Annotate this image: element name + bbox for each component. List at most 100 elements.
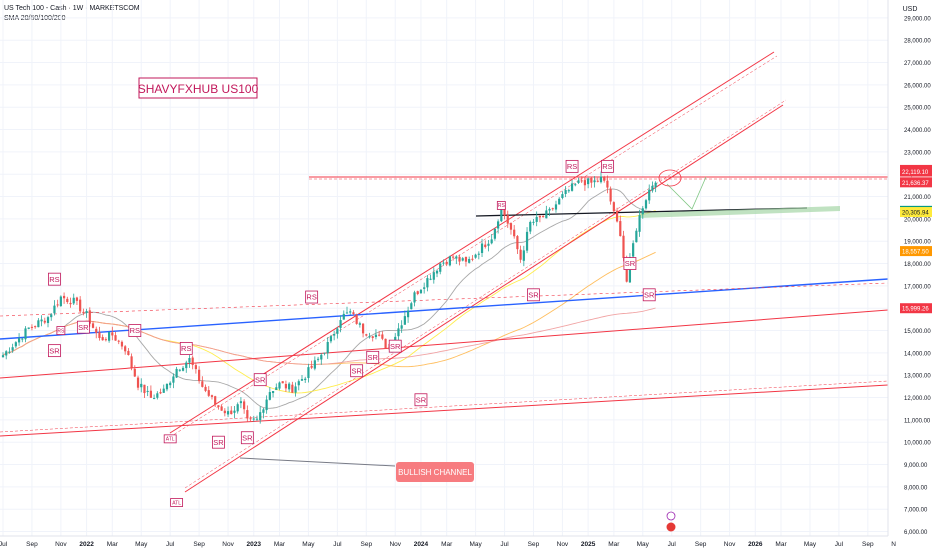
candle	[326, 337, 329, 359]
sr-label-box	[388, 339, 402, 353]
candle	[654, 181, 657, 193]
candle	[587, 177, 590, 189]
candle	[513, 225, 516, 239]
candle-body	[452, 256, 455, 258]
support-trendline	[0, 278, 889, 340]
candle	[432, 267, 435, 284]
candle	[27, 327, 30, 330]
candle-body	[56, 304, 59, 306]
candle-body	[82, 311, 85, 313]
candle-body	[230, 410, 233, 415]
time-tick-label: Sep	[695, 541, 707, 548]
candle-body	[455, 256, 458, 259]
sr-label-box	[366, 350, 380, 364]
candle	[352, 310, 355, 316]
bullish-channel-box	[396, 462, 474, 482]
candle	[239, 397, 243, 409]
candle-body	[117, 340, 120, 342]
candle-body	[651, 185, 654, 191]
candle	[284, 380, 288, 392]
time-tick-label: Nov	[222, 541, 234, 548]
candle-body	[204, 386, 207, 391]
bullish-channel-text: BULLISH CHANNEL	[398, 468, 472, 477]
candle	[435, 269, 439, 278]
candle	[455, 255, 458, 265]
candle	[419, 289, 423, 294]
candle	[577, 177, 580, 185]
time-tick-label: Mar	[775, 541, 787, 548]
candle	[98, 326, 101, 341]
candle	[519, 245, 522, 263]
candle-body	[162, 388, 165, 393]
time-tick-label: Nov	[55, 541, 67, 548]
candle-body	[69, 302, 72, 305]
candle	[410, 301, 413, 310]
candle-body	[593, 180, 596, 183]
sr-label-text: SR	[390, 342, 401, 351]
candle	[641, 206, 644, 219]
candle	[615, 207, 619, 223]
candle-body	[606, 180, 609, 188]
price-tick-label: 15,000.00	[904, 329, 931, 335]
candle	[95, 326, 98, 339]
candle	[304, 376, 307, 383]
candle-body	[288, 383, 291, 390]
time-tick-label: 2024	[414, 541, 429, 548]
candle-body	[500, 206, 503, 222]
candle	[50, 313, 53, 321]
candle	[413, 290, 416, 307]
candle	[53, 300, 56, 316]
candle	[146, 385, 149, 397]
time-tick-label: Nov	[557, 541, 569, 548]
candle-body	[243, 401, 246, 410]
candle-body	[50, 314, 53, 318]
price-tag-text: 18,557.50	[902, 250, 929, 256]
candle-body	[159, 392, 162, 394]
candle	[226, 406, 230, 417]
candle-body	[239, 401, 243, 404]
candle-body	[342, 313, 345, 320]
candle	[278, 381, 281, 391]
candle	[172, 373, 175, 389]
candle-body	[474, 254, 477, 258]
candle	[243, 399, 246, 414]
candle	[140, 378, 143, 393]
candle-body	[223, 410, 226, 414]
candle-body	[429, 278, 432, 280]
candle	[82, 308, 85, 316]
candle	[561, 191, 564, 200]
candle-body	[146, 390, 149, 392]
candle-body	[509, 223, 513, 230]
candle	[558, 197, 561, 205]
rs-small-label-text: RS	[498, 203, 506, 209]
candle-body	[567, 190, 570, 192]
rs-small-label-box	[56, 326, 66, 335]
candle-body	[14, 342, 17, 347]
us-flag-icon	[666, 522, 676, 532]
candle-body	[374, 334, 378, 338]
candle-body	[619, 221, 622, 237]
candle-body	[297, 381, 300, 386]
candle	[336, 326, 339, 339]
candle-body	[603, 176, 606, 181]
candle	[162, 384, 165, 393]
candle-body	[178, 369, 181, 371]
currency-label: USD	[903, 6, 918, 13]
rs-label-box	[179, 341, 193, 355]
candle-body	[307, 367, 310, 378]
candle-body	[210, 395, 214, 397]
candle-body	[207, 390, 210, 396]
candle	[59, 295, 62, 307]
candle	[480, 238, 484, 258]
time-tick-label: N	[891, 541, 896, 548]
candle-body	[545, 210, 548, 219]
candle-body	[464, 256, 468, 262]
rs-label-box	[128, 324, 142, 337]
time-tick-label: Nov	[724, 541, 736, 548]
candle	[8, 347, 11, 354]
candle-body	[53, 305, 56, 314]
candle	[133, 365, 136, 378]
sr-label-text: SR	[625, 259, 636, 268]
candle-body	[403, 316, 406, 325]
